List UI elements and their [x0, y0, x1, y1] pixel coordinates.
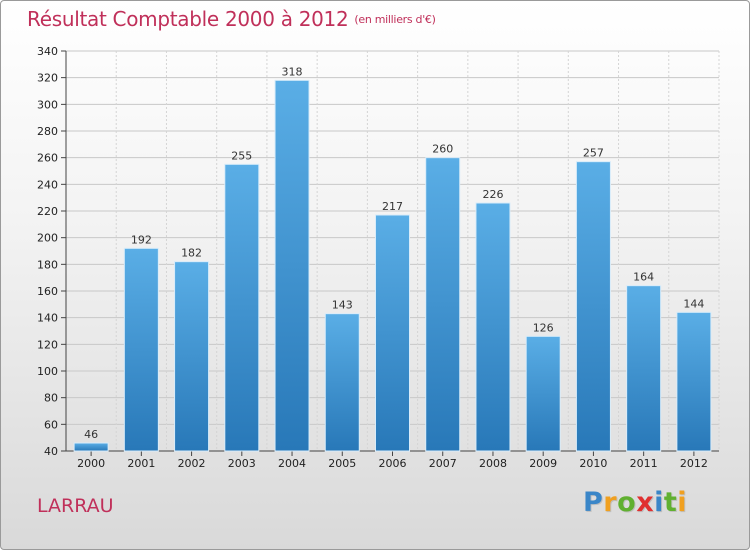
y-tick-label: 180 [37, 258, 58, 271]
bar-2007 [425, 157, 461, 452]
bar-2006 [375, 214, 410, 452]
x-tick-label-2004: 2004 [278, 457, 306, 470]
chart-unit: (en milliers d'€) [354, 13, 436, 26]
value-label-2000: 46 [84, 428, 98, 441]
bar-2011 [626, 285, 662, 452]
x-tick-label-2005: 2005 [328, 457, 356, 470]
x-tick-label-2001: 2001 [127, 457, 155, 470]
value-label-2007: 260 [432, 143, 453, 156]
x-tick-label-2003: 2003 [228, 457, 256, 470]
value-label-2001: 192 [131, 233, 152, 246]
y-tick-label: 120 [37, 338, 58, 351]
logo-letter: i [654, 487, 664, 518]
y-tick-label: 220 [37, 205, 58, 218]
logo-letter: P [583, 487, 604, 518]
y-tick-label: 40 [44, 445, 58, 458]
x-tick-label-2002: 2002 [178, 457, 206, 470]
chart-title-text: Résultat Comptable 2000 à 2012 [27, 7, 349, 31]
bar-2008 [475, 202, 511, 452]
y-tick-label: 300 [37, 98, 58, 111]
bar-2005 [324, 313, 360, 452]
proxiti-logo: Proxiti [583, 487, 687, 518]
commune-name: LARRAU [37, 495, 114, 517]
x-tick-label-2007: 2007 [429, 457, 457, 470]
value-label-2008: 226 [482, 188, 503, 201]
bar-2009 [525, 335, 561, 452]
value-label-2003: 255 [231, 149, 252, 162]
chart-title: Résultat Comptable 2000 à 2012 (en millie… [27, 7, 436, 31]
bar-2003 [224, 163, 260, 452]
value-label-2011: 164 [633, 271, 654, 284]
y-tick-label: 100 [37, 365, 58, 378]
y-tick-label: 260 [37, 152, 58, 165]
bar-2000 [73, 442, 109, 452]
y-tick-label: 280 [37, 125, 58, 138]
x-tick-label-2000: 2000 [77, 457, 105, 470]
logo-letter: r [603, 487, 618, 518]
x-tick-label-2006: 2006 [379, 457, 407, 470]
y-tick-label: 340 [37, 45, 58, 58]
logo-letter: t [663, 487, 678, 518]
y-tick-label: 80 [44, 392, 58, 405]
y-tick-label: 320 [37, 72, 58, 85]
value-label-2012: 144 [683, 297, 704, 310]
bars [73, 79, 712, 452]
value-label-2005: 143 [332, 299, 353, 312]
bar-2001 [123, 247, 159, 452]
y-tick-label: 240 [37, 178, 58, 191]
bar-2010 [575, 161, 611, 452]
logo-letter: i [677, 487, 688, 518]
value-label-2010: 257 [583, 147, 604, 160]
x-tick-label-2012: 2012 [680, 457, 708, 470]
logo-letter: x [636, 487, 655, 518]
bar-2004 [274, 79, 310, 452]
value-labels: 46 192 182 255 318 143 217 260 226 126 257 164 144 [84, 65, 704, 441]
x-tick-label-2010: 2010 [579, 457, 607, 470]
value-label-2006: 217 [382, 200, 403, 213]
bar-2012 [676, 311, 712, 452]
x-tick-label-2011: 2011 [630, 457, 658, 470]
y-tick-label: 200 [37, 232, 58, 245]
value-label-2004: 318 [282, 65, 303, 78]
y-tick-label: 140 [37, 312, 58, 325]
x-tick-label-2009: 2009 [529, 457, 557, 470]
y-tick-label: 160 [37, 285, 58, 298]
x-tick-label-2008: 2008 [479, 457, 507, 470]
value-label-2009: 126 [533, 321, 554, 334]
bar-2002 [174, 261, 210, 452]
logo-letter: o [617, 487, 637, 518]
y-tick-label: 60 [44, 418, 58, 431]
value-label-2002: 182 [181, 247, 202, 260]
